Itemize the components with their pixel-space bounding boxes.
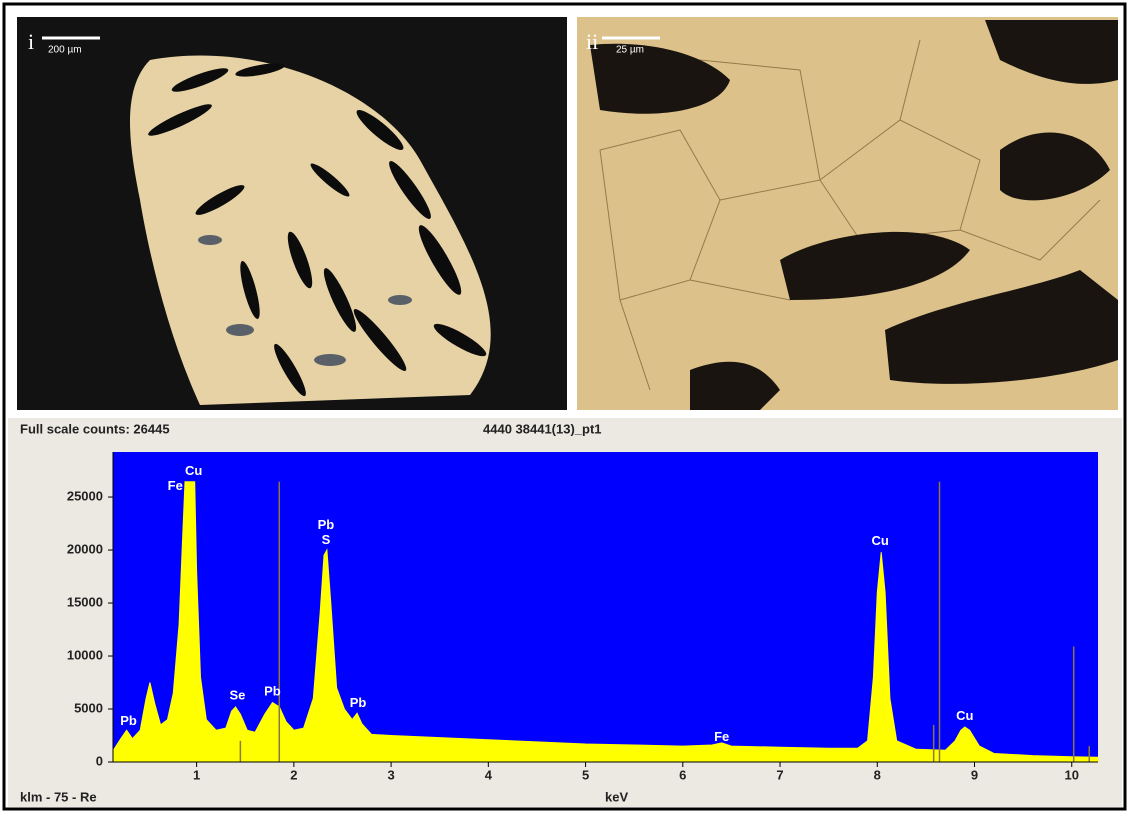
scale-bar-label: 200 µm: [48, 45, 82, 56]
footer: klm - 75 - Re: [20, 789, 97, 804]
x-tick-label: 3: [387, 767, 394, 782]
micrograph-ii: [577, 17, 1118, 410]
scale-bar-label: 25 µm: [616, 45, 644, 56]
peak-label: Cu: [872, 533, 889, 548]
panel-label: ii: [586, 29, 598, 54]
x-tick-label: 7: [776, 767, 783, 782]
x-tick-label: 10: [1065, 767, 1079, 782]
y-tick-label: 10000: [67, 647, 103, 662]
y-tick-label: 15000: [67, 594, 103, 609]
peak-label: Cu: [956, 708, 973, 723]
x-tick-label: 8: [874, 767, 881, 782]
peak-label: Fe: [714, 729, 729, 744]
plot-area: [113, 452, 1098, 762]
peak-label: Pb: [120, 713, 137, 728]
x-tick-label: 6: [679, 767, 686, 782]
chart-title: 4440 38441(13)_pt1: [483, 421, 602, 436]
panel-label: i: [28, 29, 34, 54]
x-tick-label: 2: [290, 767, 297, 782]
header: Full scale counts: 26445: [20, 421, 170, 436]
x-tick-label: 5: [582, 767, 589, 782]
x-tick-label: 9: [971, 767, 978, 782]
spectrum: [113, 481, 1099, 763]
micrograph-i: [17, 17, 567, 410]
x-tick-label: 4: [485, 767, 493, 782]
y-tick-label: 5000: [74, 700, 103, 715]
y-tick-label: 0: [96, 753, 103, 768]
peak-label: Pb: [350, 695, 367, 710]
peak-label: S: [322, 532, 331, 547]
x-tick-label: 1: [193, 767, 200, 782]
peak-label: Pb: [318, 517, 335, 532]
peak-label: Cu: [185, 463, 202, 478]
y-tick-label: 25000: [67, 488, 103, 503]
peak-label: Pb: [264, 683, 281, 698]
peak-label: Fe: [168, 478, 183, 493]
peak-label: Se: [230, 688, 246, 703]
x-axis-label: keV: [605, 789, 628, 804]
y-tick-label: 20000: [67, 541, 103, 556]
